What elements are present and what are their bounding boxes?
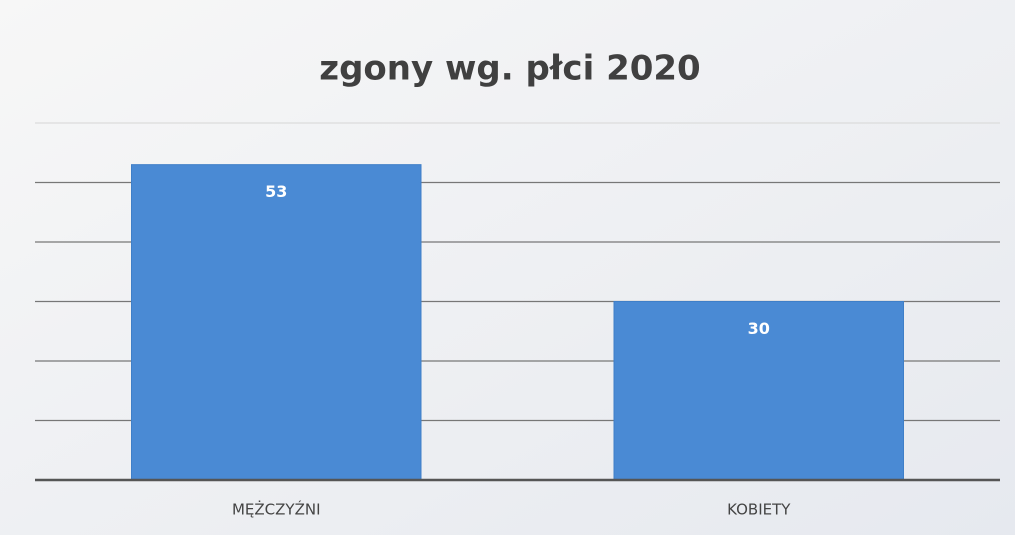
bar: [613, 301, 904, 481]
data-label: 30: [748, 319, 770, 338]
data-label: 53: [265, 182, 287, 201]
chart-title: zgony wg. płci 2020: [319, 49, 700, 89]
x-tick-label: KOBIETY: [727, 501, 791, 519]
bar: [131, 164, 422, 481]
x-tick-label: MĘŻCZYŹNI: [232, 500, 321, 519]
